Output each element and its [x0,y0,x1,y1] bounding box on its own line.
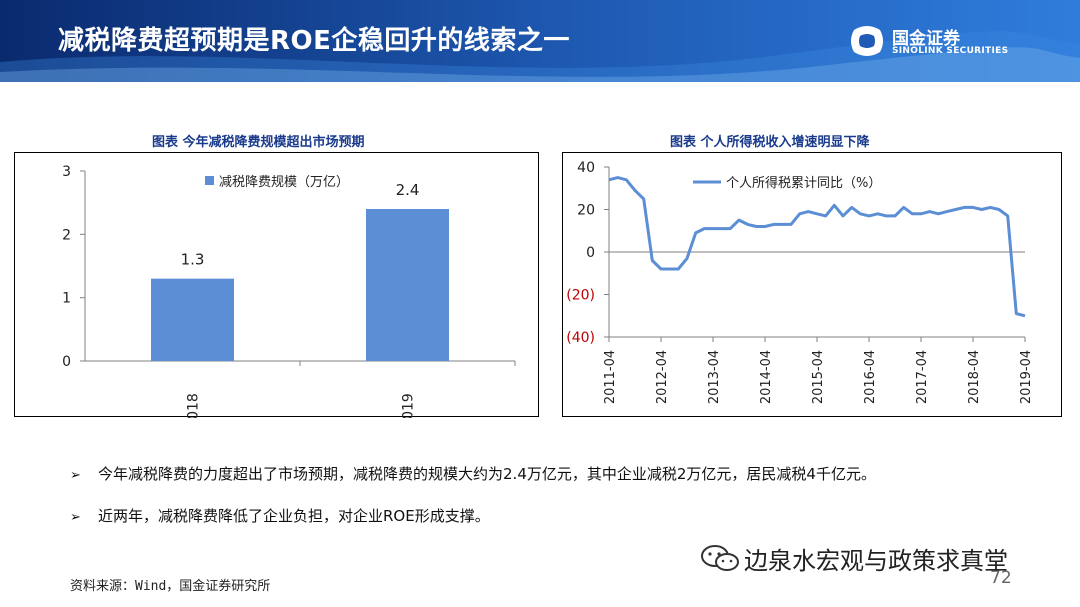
bar [366,209,449,361]
x-tick-label: 2013-04 [707,350,722,404]
y-tick-label: (20) [566,288,595,304]
watermark: 边泉水宏观与政策求真堂 [700,541,1050,575]
company-logo: 国金证券 SINOLINK SECURITIES [848,24,1038,60]
y-tick-label: 2 [62,227,71,243]
y-tick-label: 1 [62,291,71,307]
logo-icon [851,26,883,56]
x-tick-label: 2016-04 [863,350,878,404]
bullet-arrow-icon: ➢ [70,468,81,483]
legend-label: 减税降费规模（万亿） [219,175,349,190]
page-title: 减税降费超预期是ROE企稳回升的线索之一 [58,26,570,56]
y-tick-label: 20 [577,203,595,219]
source-note: 资料来源：Wind，国金证券研究所 [70,579,271,594]
x-tick-label: 2014-04 [759,350,774,404]
bullet-text-2: 近两年，减税降费降低了企业负担，对企业ROE形成支撑。 [98,507,490,525]
line-chart-title: 图表 个人所得税收入增速明显下降 [670,135,870,150]
wechat-icon [701,545,739,571]
bar-data-label: 1.3 [181,251,205,269]
x-tick-label: 2017-04 [915,350,930,404]
series-line [608,176,1026,318]
line-chart-frame: 40 20 0 (20) (40) 2011-04 2012-04 2013-04 2014-0… [562,152,1062,417]
y-tick-label: (40) [566,330,595,346]
x-tick-label: 2011-04 [603,350,618,404]
header-banner: 减税降费超预期是ROE企稳回升的线索之一 国金证券 SINOLINK SECUR… [0,0,1080,82]
header-wave-decoration [0,31,1080,82]
logo-text-cn: 国金证券 [892,29,960,49]
bar-chart-frame: 0 1 2 3 1.3 2018 2.4 2019 减税降费规模（万亿） [14,152,539,429]
x-tick-label: 2015-04 [811,350,826,404]
x-tick-label: 2018 [186,393,202,418]
page-number: 72 [990,568,1012,588]
bullet-text-1: 今年减税降费的力度超出了市场预期，减税降费的规模大约为2.4万亿元，其中企业减税… [98,465,876,483]
legend-label: 个人所得税累计同比（%） [726,175,881,191]
bullet-item-1: ➢ 今年减税降费的力度超出了市场预期，减税降费的规模大约为2.4万亿元，其中企业减… [70,463,876,484]
y-tick-label: 3 [62,164,71,180]
y-tick-label: 0 [586,245,595,261]
logo-text-en: SINOLINK SECURITIES [892,46,1009,56]
x-tick-label: 2019-04 [1019,350,1034,404]
bullet-item-2: ➢ 近两年，减税降费降低了企业负担，对企业ROE形成支撑。 [70,505,490,526]
x-tick-label: 2019 [401,393,417,418]
y-tick-label: 0 [62,354,71,370]
watermark-text: 边泉水宏观与政策求真堂 [744,547,1008,575]
x-tick-label: 2018-04 [967,350,982,404]
y-tick-label: 40 [577,160,595,176]
bar-data-label: 2.4 [396,181,420,199]
bullet-arrow-icon: ➢ [70,510,81,525]
bar-chart-title: 图表 今年减税降费规模超出市场预期 [152,135,365,150]
bar [151,278,234,361]
line-chart: 40 20 0 (20) (40) 2011-04 2012-04 2013-04 2014-0… [566,160,1034,404]
bar-chart: 0 1 2 3 1.3 2018 2.4 2019 减税降费规模（万亿） [62,164,516,429]
legend-swatch [205,176,214,185]
x-tick-label: 2012-04 [655,350,670,404]
